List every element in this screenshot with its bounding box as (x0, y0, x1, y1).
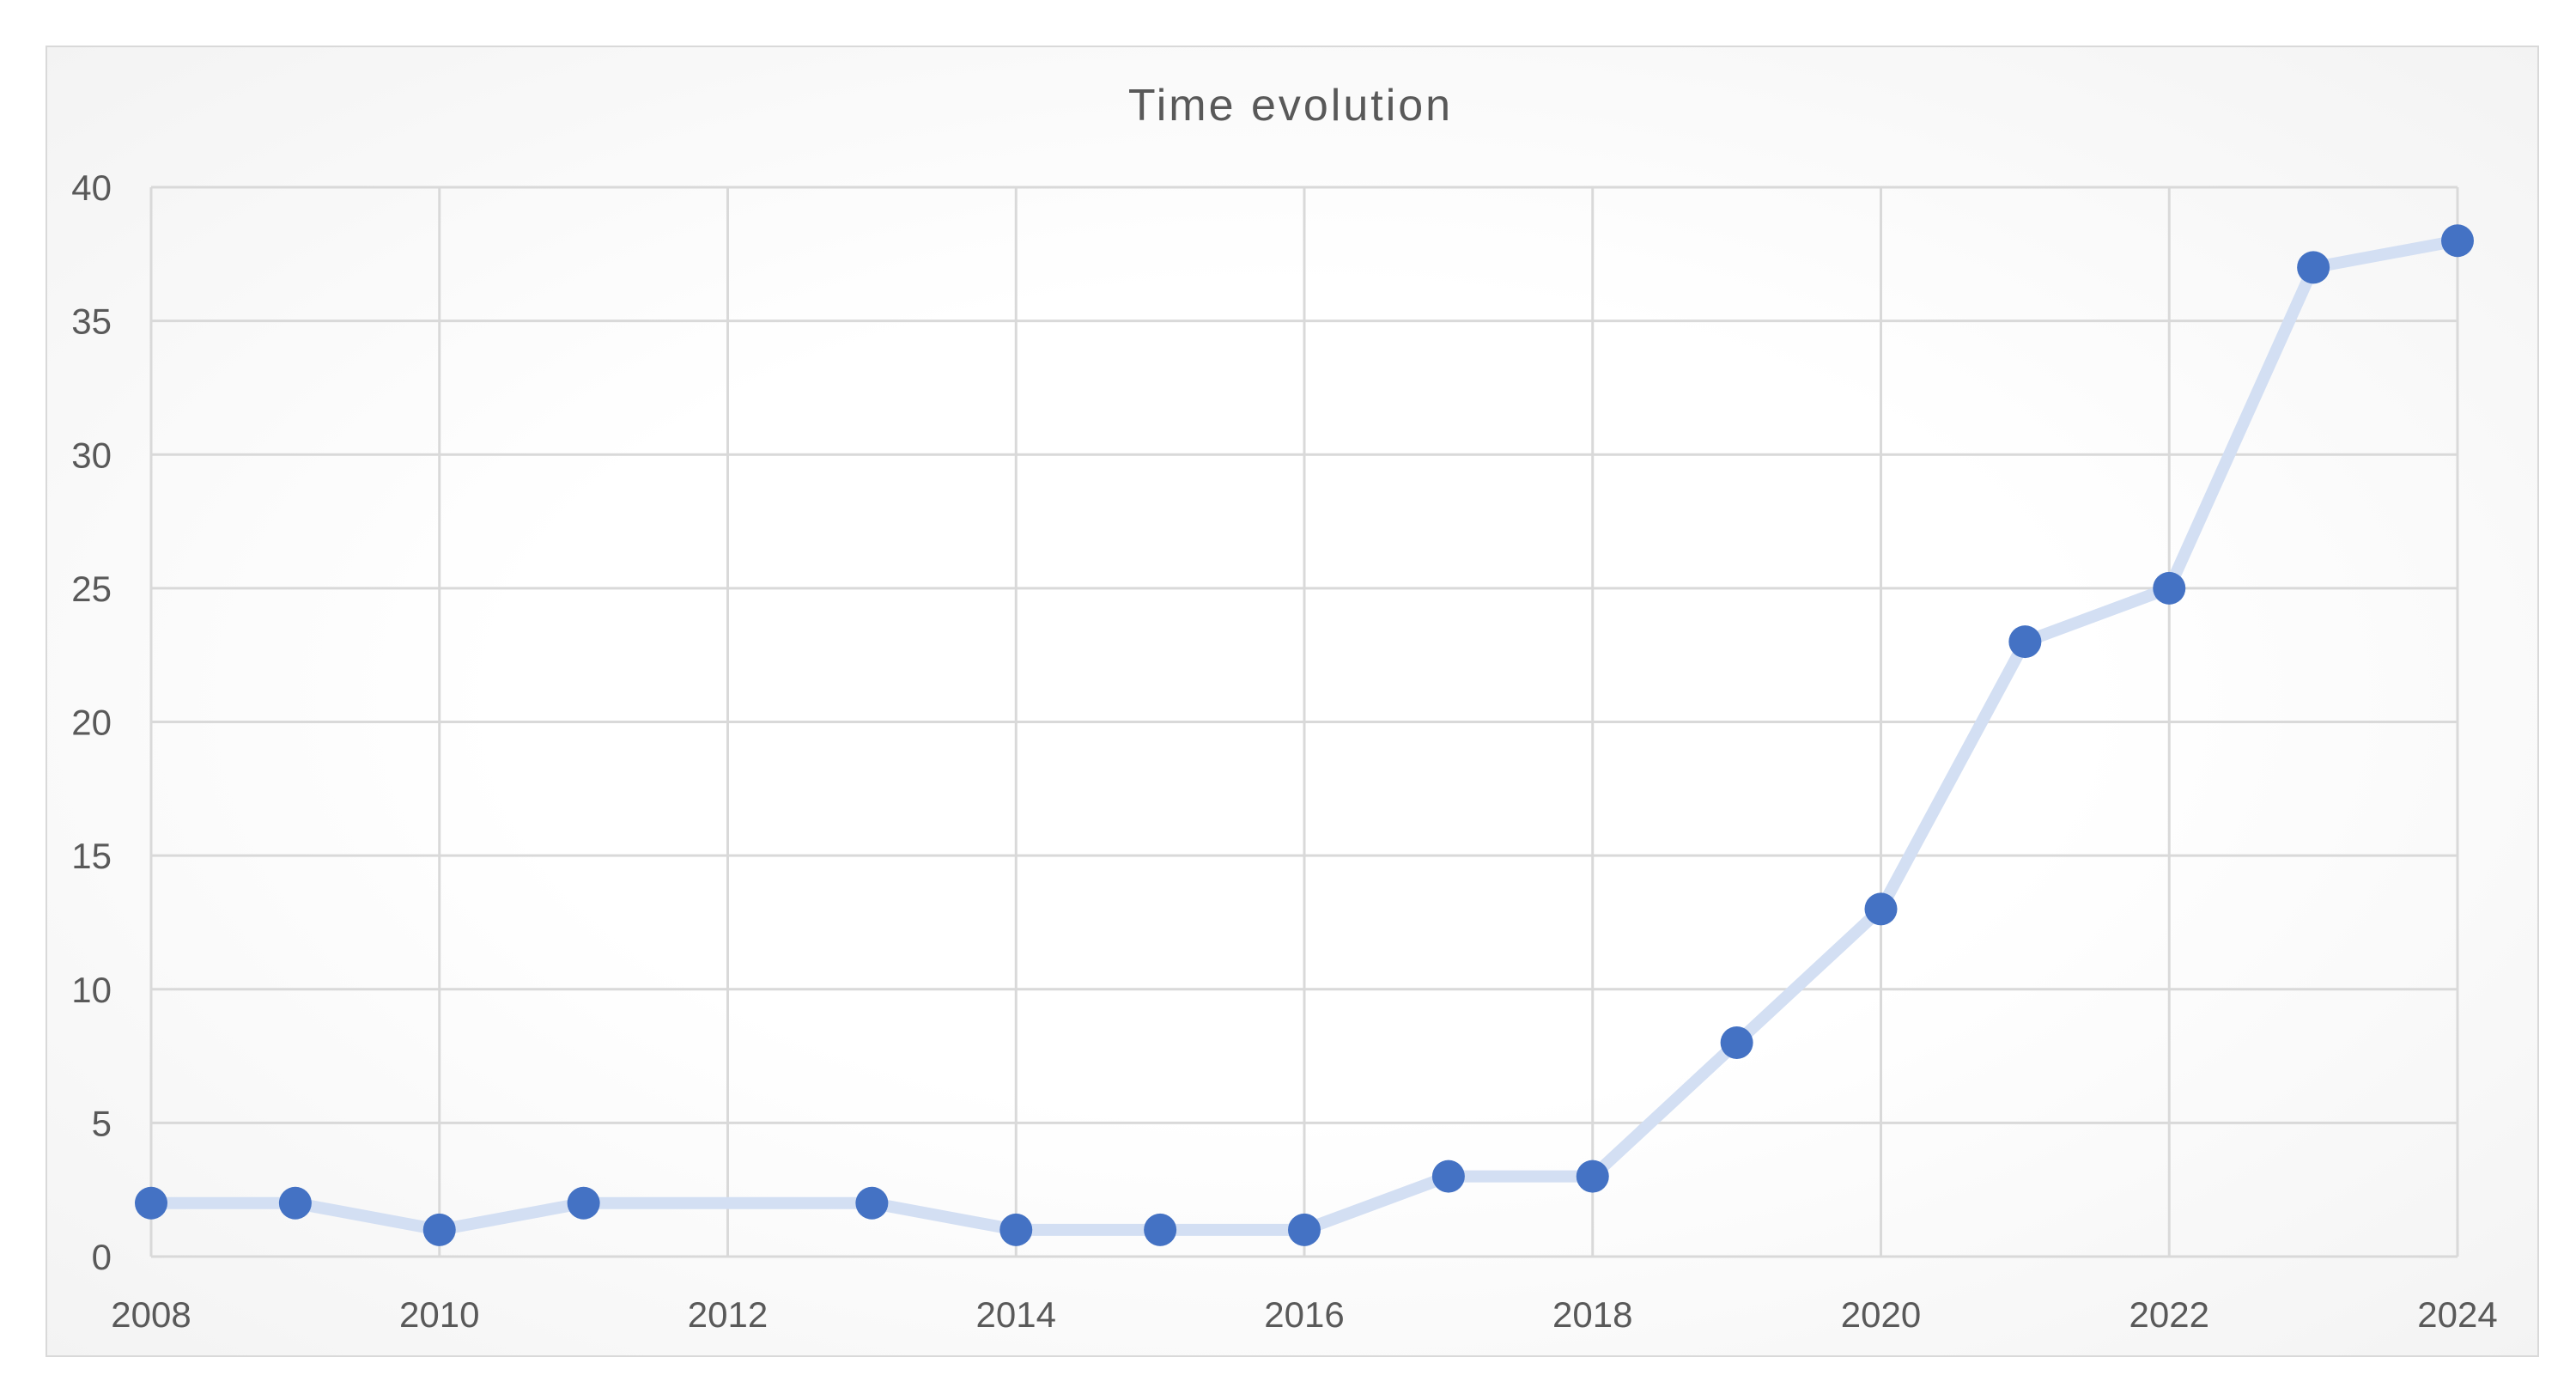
x-tick-label: 2016 (1264, 1294, 1344, 1335)
data-point (567, 1186, 600, 1220)
data-point (2153, 571, 2186, 605)
x-tick-label: 2010 (399, 1294, 479, 1335)
data-point (1864, 892, 1898, 926)
x-tick-label: 2022 (2129, 1294, 2209, 1335)
y-tick-label: 35 (71, 301, 112, 342)
grid-lines (149, 186, 2459, 1258)
data-point (1576, 1160, 1609, 1193)
chart-area (46, 46, 2539, 1357)
y-axis-tick-labels: 0 5 10 15 20 25 30 35 40 (71, 167, 112, 1277)
data-point (2008, 625, 2042, 659)
data-point (135, 1186, 167, 1220)
data-point (1720, 1026, 1753, 1059)
y-tick-label: 5 (92, 1103, 112, 1143)
x-tick-label: 2020 (1841, 1294, 1921, 1335)
y-tick-label: 10 (71, 970, 112, 1010)
y-tick-label: 25 (71, 569, 112, 609)
x-tick-label: 2018 (1552, 1294, 1632, 1335)
y-tick-label: 20 (71, 703, 112, 743)
data-point (422, 1213, 456, 1246)
chart-title: Time evolution (1128, 81, 1453, 131)
data-point (1144, 1213, 1177, 1246)
data-point (2297, 251, 2330, 284)
y-tick-label: 30 (71, 435, 112, 475)
data-point (278, 1186, 312, 1220)
y-tick-label: 40 (71, 167, 112, 208)
data-point (1288, 1213, 1321, 1246)
data-point (855, 1186, 889, 1220)
x-tick-label: 2008 (111, 1294, 191, 1335)
series-line (145, 234, 2464, 1236)
x-tick-label: 2014 (976, 1294, 1056, 1335)
y-tick-label: 0 (92, 1237, 112, 1277)
x-axis-tick-labels: 2008 2010 2012 2014 2016 2018 2020 2022 2024 (111, 1294, 2497, 1335)
data-series (135, 224, 2474, 1246)
y-tick-label: 15 (71, 836, 112, 876)
data-point (2441, 224, 2474, 258)
x-tick-label: 2024 (2417, 1294, 2497, 1335)
data-point (1431, 1160, 1465, 1193)
data-point (999, 1213, 1033, 1246)
x-tick-label: 2012 (688, 1294, 768, 1335)
